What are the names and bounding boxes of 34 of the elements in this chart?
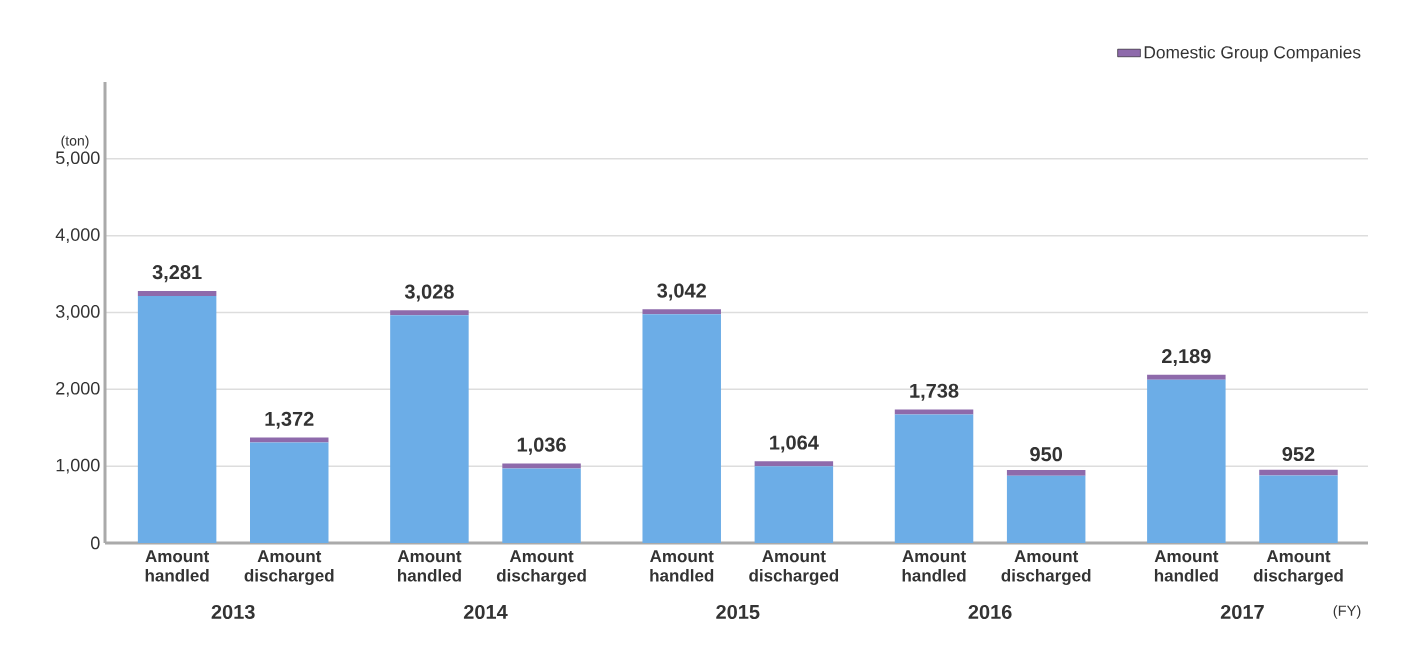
x-tick-label: Amount handled <box>902 550 966 582</box>
total-label: 3,042 <box>657 283 706 301</box>
y-tick-label: 3,000 <box>55 305 100 320</box>
total-label: 3,281 <box>152 265 202 283</box>
y-tick-label: 4,000 <box>55 228 100 244</box>
x-tick-label: Amount discharged <box>1253 550 1343 585</box>
total-label: 1,036 <box>517 437 566 455</box>
y-tick-label: 2,000 <box>56 381 100 397</box>
text: 2013 <box>211 604 255 620</box>
x-tick-label: Amount discharged <box>749 550 839 585</box>
y-tick-label: 0 <box>91 536 100 550</box>
legend-label: Domestic Group Companies <box>1144 45 1361 62</box>
x-axis-title: (FY) <box>1333 605 1361 619</box>
total-label: 2,189 <box>1162 349 1211 367</box>
text: 2017 <box>1220 604 1264 620</box>
x-tick-label: Amount discharged <box>244 550 334 585</box>
text: 2016 <box>968 604 1012 620</box>
total-label: 950 <box>1030 447 1063 462</box>
total-label: 1,064 <box>770 435 819 453</box>
x-tick-label: Amount handled <box>1154 550 1219 582</box>
total-label: 952 <box>1282 446 1315 462</box>
text: 2015 <box>716 604 760 620</box>
x-tick-label: Amount discharged <box>496 550 586 585</box>
y-tick-label: 1,000 <box>56 458 100 474</box>
y-axis-title: (ton) <box>61 135 89 149</box>
text: 2014 <box>463 604 508 620</box>
total-label: 3,028 <box>404 284 454 302</box>
total-label: 1,372 <box>265 411 314 429</box>
total-label: 1,738 <box>910 383 959 401</box>
y-tick-label: 5,000 <box>55 151 100 167</box>
x-tick-label: Amount handled <box>650 550 714 582</box>
x-tick-label: Amount handled <box>145 550 210 582</box>
x-tick-label: Amount handled <box>397 550 462 582</box>
x-tick-label: Amount discharged <box>1001 550 1091 585</box>
